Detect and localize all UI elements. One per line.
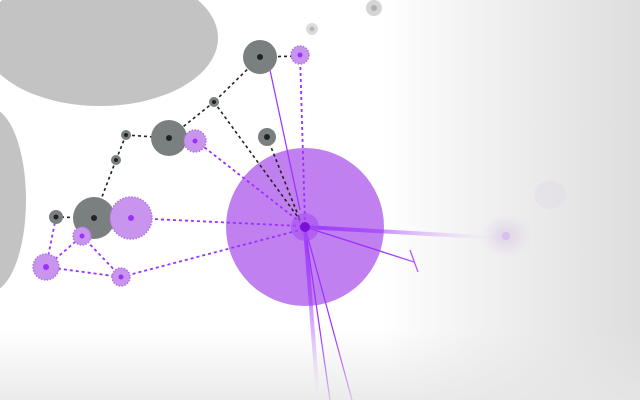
player-cell[interactable] bbox=[290, 45, 310, 65]
player-cell[interactable] bbox=[111, 267, 131, 287]
player-link bbox=[269, 69, 301, 211]
neutral-cell-core bbox=[371, 5, 377, 11]
enemy-cell-core bbox=[114, 158, 118, 162]
player-cell[interactable] bbox=[72, 226, 92, 246]
player-cell[interactable] bbox=[109, 196, 153, 240]
comet-core bbox=[502, 232, 510, 240]
enemy-cell-core bbox=[264, 134, 270, 140]
terrain-blob-left bbox=[0, 111, 26, 289]
player-mother-core bbox=[300, 222, 310, 232]
enemy-cell-core bbox=[212, 100, 216, 104]
neutral-cell-core bbox=[309, 26, 315, 32]
player-cell[interactable] bbox=[183, 129, 207, 153]
enemy-cell-core bbox=[124, 133, 128, 137]
enemy-cell-core bbox=[166, 135, 172, 141]
enemy-cell-core bbox=[257, 54, 263, 60]
terrain-blob-top bbox=[0, 0, 218, 106]
enemy-cell-core bbox=[53, 214, 59, 220]
enemy-cell-core bbox=[91, 215, 97, 221]
player-cell[interactable] bbox=[32, 253, 60, 281]
comet-haze bbox=[534, 181, 566, 209]
